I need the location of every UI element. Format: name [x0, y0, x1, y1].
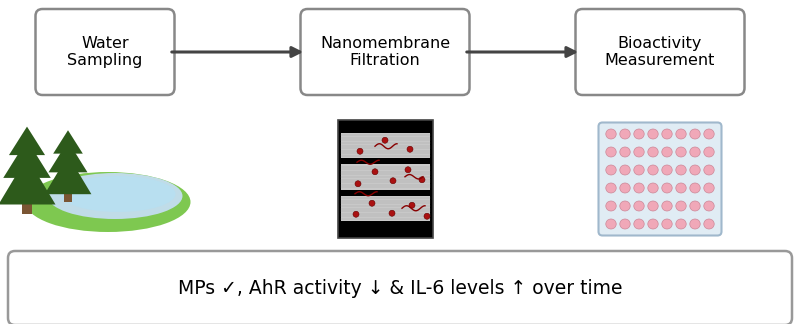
Ellipse shape	[662, 183, 672, 193]
Polygon shape	[53, 130, 83, 154]
Ellipse shape	[26, 172, 190, 232]
Ellipse shape	[648, 219, 658, 229]
Circle shape	[419, 177, 425, 183]
Ellipse shape	[648, 201, 658, 211]
Ellipse shape	[61, 176, 175, 212]
Ellipse shape	[676, 183, 686, 193]
Ellipse shape	[690, 201, 700, 211]
Circle shape	[424, 213, 430, 219]
Ellipse shape	[704, 165, 714, 175]
Ellipse shape	[676, 165, 686, 175]
Ellipse shape	[690, 165, 700, 175]
Ellipse shape	[634, 183, 644, 193]
Ellipse shape	[606, 165, 616, 175]
Ellipse shape	[676, 201, 686, 211]
FancyBboxPatch shape	[301, 9, 470, 95]
Circle shape	[369, 200, 375, 206]
Ellipse shape	[676, 219, 686, 229]
Ellipse shape	[648, 129, 658, 139]
Bar	[341, 196, 430, 221]
Ellipse shape	[620, 201, 630, 211]
Ellipse shape	[662, 147, 672, 157]
Text: MPs ✓, AhR activity ↓ & IL-6 levels ↑ over time: MPs ✓, AhR activity ↓ & IL-6 levels ↑ ov…	[178, 279, 622, 297]
Bar	[22, 197, 32, 214]
Polygon shape	[0, 157, 55, 204]
Polygon shape	[9, 127, 45, 155]
Bar	[338, 120, 433, 238]
Circle shape	[382, 137, 388, 143]
Ellipse shape	[634, 219, 644, 229]
Polygon shape	[3, 140, 50, 178]
Circle shape	[407, 146, 413, 152]
FancyBboxPatch shape	[575, 9, 745, 95]
Ellipse shape	[620, 147, 630, 157]
Circle shape	[357, 148, 363, 154]
Ellipse shape	[662, 201, 672, 211]
Ellipse shape	[648, 183, 658, 193]
Ellipse shape	[634, 165, 644, 175]
Ellipse shape	[662, 129, 672, 139]
Ellipse shape	[620, 129, 630, 139]
Ellipse shape	[704, 219, 714, 229]
Ellipse shape	[606, 129, 616, 139]
Ellipse shape	[676, 147, 686, 157]
Ellipse shape	[47, 173, 182, 219]
Ellipse shape	[634, 147, 644, 157]
Ellipse shape	[662, 165, 672, 175]
Polygon shape	[45, 155, 91, 194]
Ellipse shape	[690, 147, 700, 157]
Text: Nanomembrane
Filtration: Nanomembrane Filtration	[320, 36, 450, 68]
Text: Water
Sampling: Water Sampling	[67, 36, 142, 68]
Bar	[341, 133, 430, 158]
Ellipse shape	[634, 129, 644, 139]
Circle shape	[405, 167, 411, 173]
Ellipse shape	[704, 129, 714, 139]
Circle shape	[353, 211, 359, 217]
Ellipse shape	[620, 165, 630, 175]
Ellipse shape	[690, 219, 700, 229]
Ellipse shape	[606, 219, 616, 229]
FancyBboxPatch shape	[598, 122, 722, 236]
Text: Bioactivity
Measurement: Bioactivity Measurement	[605, 36, 715, 68]
Ellipse shape	[648, 147, 658, 157]
Ellipse shape	[606, 147, 616, 157]
Ellipse shape	[648, 165, 658, 175]
Circle shape	[355, 181, 361, 187]
Circle shape	[409, 202, 415, 208]
Ellipse shape	[690, 183, 700, 193]
Ellipse shape	[634, 201, 644, 211]
Bar	[64, 188, 72, 202]
Bar	[341, 164, 430, 190]
Ellipse shape	[620, 219, 630, 229]
Ellipse shape	[606, 201, 616, 211]
Ellipse shape	[690, 129, 700, 139]
Ellipse shape	[662, 219, 672, 229]
FancyBboxPatch shape	[8, 251, 792, 324]
Ellipse shape	[606, 183, 616, 193]
Ellipse shape	[704, 201, 714, 211]
Ellipse shape	[704, 147, 714, 157]
Circle shape	[372, 169, 378, 175]
Ellipse shape	[676, 129, 686, 139]
Polygon shape	[49, 141, 87, 172]
Ellipse shape	[620, 183, 630, 193]
Circle shape	[389, 210, 395, 216]
FancyBboxPatch shape	[35, 9, 174, 95]
Ellipse shape	[704, 183, 714, 193]
Circle shape	[390, 178, 396, 184]
